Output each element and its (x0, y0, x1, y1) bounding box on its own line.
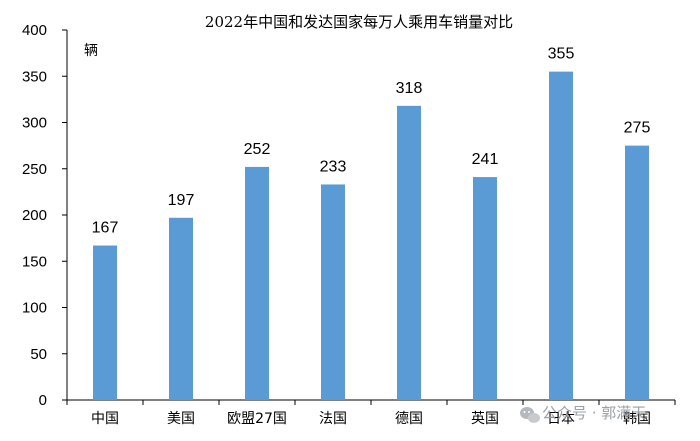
bar (245, 166, 269, 400)
bar (93, 245, 117, 400)
category-label: 法国 (319, 411, 347, 427)
data-label: 355 (548, 46, 575, 63)
category-label: 德国 (395, 411, 423, 427)
data-label: 318 (396, 80, 423, 97)
watermark: 公众号 · 郭满天 (520, 404, 646, 423)
data-label: 233 (320, 158, 347, 175)
y-tick-label: 50 (30, 346, 47, 363)
y-axis-ticks: 0 50 100 150 200 250 300 350 400 (22, 22, 67, 409)
category-label: 英国 (471, 410, 499, 427)
bars-group (93, 71, 649, 400)
bar (321, 184, 345, 400)
category-label: 日本 (547, 411, 575, 427)
category-label: 美国 (167, 411, 195, 427)
data-label: 252 (244, 141, 271, 158)
category-labels-group: 中国 美国 欧盟27国 法国 德国 英国 日本 韩国 (91, 410, 651, 427)
y-axis-unit-label: 辆 (84, 43, 98, 59)
chart-title: 2022年中国和发达国家每万人乘用车销量对比 (205, 13, 513, 31)
data-label: 275 (624, 120, 651, 137)
y-tick-label: 400 (22, 22, 47, 39)
category-label: 欧盟27国 (227, 411, 287, 427)
bar (625, 145, 649, 400)
y-tick-label: 300 (22, 115, 47, 132)
bar (397, 105, 421, 400)
data-labels-group: 167 197 252 233 318 241 355 275 (92, 46, 651, 237)
watermark-text: 公众号 · 郭满天 (542, 404, 646, 422)
data-label: 241 (472, 151, 499, 168)
bar (169, 217, 193, 400)
bar (473, 177, 497, 400)
wechat-icon (520, 407, 540, 423)
category-label: 中国 (91, 411, 119, 427)
data-label: 197 (168, 192, 195, 209)
y-tick-label: 350 (22, 68, 47, 85)
y-tick-label: 150 (22, 253, 47, 270)
y-tick-label: 100 (22, 300, 47, 317)
y-tick-label: 0 (39, 392, 47, 409)
y-tick-label: 250 (22, 161, 47, 178)
y-tick-label: 200 (22, 207, 47, 224)
bar (549, 71, 573, 400)
category-label: 韩国 (623, 411, 651, 427)
x-axis-ticks (66, 400, 676, 405)
data-label: 167 (92, 220, 119, 237)
